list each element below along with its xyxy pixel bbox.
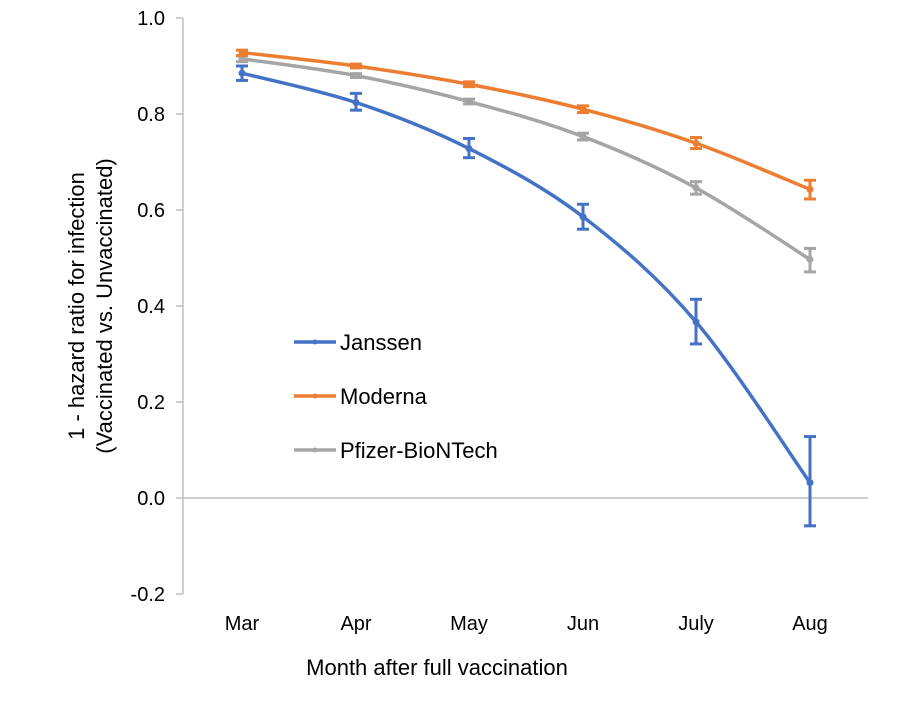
y-tick-label: 1.0	[137, 8, 165, 30]
legend-marker	[312, 339, 318, 345]
y-tick-label: 0.8	[137, 104, 165, 126]
y-tick-label: 0.2	[137, 392, 165, 414]
data-point	[579, 213, 587, 221]
legend-label: Janssen	[340, 330, 422, 355]
data-point	[692, 184, 700, 192]
x-tick-label: Mar	[225, 613, 260, 635]
axes	[182, 18, 868, 594]
data-point	[692, 318, 700, 326]
y-axis-label-line2: (Vaccinated vs. Unvaccinated)	[92, 158, 117, 454]
series-pfizer-biontech	[236, 54, 816, 274]
legend-item-moderna: Moderna	[294, 384, 428, 409]
series-line	[241, 50, 811, 191]
data-point	[238, 55, 246, 63]
y-tick-label: -0.2	[131, 584, 165, 606]
data-point	[692, 139, 700, 147]
data-point	[806, 185, 814, 193]
x-tick-label: Jun	[567, 613, 599, 635]
legend: Janssen Moderna Pfizer-BioNTech	[294, 330, 498, 463]
legend-label: Moderna	[340, 384, 428, 409]
data-point	[579, 133, 587, 141]
y-tick-label: 0.0	[137, 488, 165, 510]
legend-marker	[312, 447, 318, 453]
legend-marker	[312, 393, 318, 399]
y-axis-label-line1: 1 - hazard ratio for infection	[64, 172, 89, 440]
data-point	[465, 98, 473, 106]
x-tick-label: Apr	[340, 613, 371, 635]
series-line	[241, 57, 811, 261]
data-point	[465, 80, 473, 88]
legend-label: Pfizer-BioNTech	[340, 438, 498, 463]
legend-item-pfizer-biontech: Pfizer-BioNTech	[294, 438, 498, 463]
data-point	[352, 98, 360, 106]
data-point	[806, 255, 814, 263]
y-tick-label: 0.6	[137, 200, 165, 222]
legend-item-janssen: Janssen	[294, 330, 422, 355]
x-ticks: Mar Apr May Jun July Aug	[225, 613, 828, 635]
y-ticks: -0.2 0.0 0.2 0.4 0.6 0.8 1.0	[131, 8, 183, 606]
data-point	[806, 479, 814, 487]
data-point	[238, 69, 246, 77]
x-tick-label: Aug	[792, 613, 828, 635]
data-point	[352, 72, 360, 80]
series-line	[241, 71, 812, 484]
x-axis-label: Month after full vaccination	[306, 655, 568, 680]
series-moderna	[236, 48, 816, 201]
series-janssen	[236, 64, 816, 528]
data-point	[352, 62, 360, 70]
y-tick-label: 0.4	[137, 296, 165, 318]
data-point	[579, 105, 587, 113]
data-point	[465, 145, 473, 153]
x-tick-label: May	[450, 613, 488, 635]
x-tick-label: July	[678, 613, 714, 635]
data-point	[238, 49, 246, 57]
series	[236, 48, 816, 528]
